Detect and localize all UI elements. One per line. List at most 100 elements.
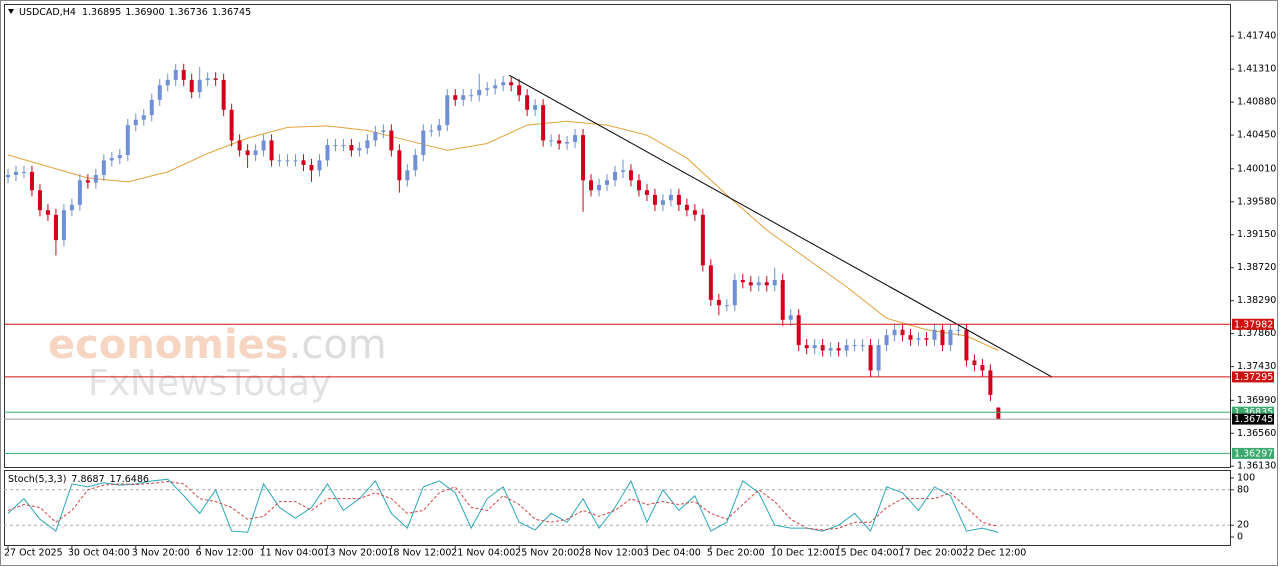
candle-body bbox=[844, 345, 849, 351]
candle-body bbox=[628, 170, 633, 181]
main-panel bbox=[4, 4, 1231, 468]
candle-body bbox=[301, 160, 306, 165]
candle-body bbox=[740, 279, 745, 283]
candle-body bbox=[157, 85, 162, 100]
stoch-signal-value: 17.6486 bbox=[110, 474, 149, 485]
candle-body bbox=[357, 148, 362, 151]
y-tick-label: 1.41310 bbox=[1237, 64, 1276, 75]
candle-body bbox=[389, 130, 394, 151]
candle-body bbox=[205, 78, 210, 80]
candle-body bbox=[549, 140, 554, 142]
symbol-title: USDCAD,H4 bbox=[19, 7, 76, 18]
candle-body bbox=[165, 79, 170, 86]
candle-body bbox=[716, 299, 721, 306]
watermark: FxNewsToday bbox=[88, 363, 331, 404]
y-tick-label: 1.36990 bbox=[1237, 395, 1276, 406]
x-tick-label: 5 Dec 20:00 bbox=[707, 548, 765, 559]
candle-body bbox=[181, 69, 186, 80]
candle-body bbox=[676, 194, 681, 205]
candle-body bbox=[117, 155, 122, 159]
candle-body bbox=[964, 329, 969, 361]
candle-body bbox=[525, 95, 530, 110]
candle-body bbox=[21, 171, 26, 173]
candle-body bbox=[541, 105, 546, 141]
candle-body bbox=[620, 170, 625, 172]
candle-body bbox=[916, 338, 921, 340]
candle-body bbox=[381, 130, 386, 133]
y-tick-label: 1.39150 bbox=[1237, 229, 1276, 240]
watermark-group: economies.com FxNewsToday bbox=[48, 322, 387, 404]
candle-body bbox=[333, 145, 338, 147]
watermark: economies bbox=[48, 322, 289, 368]
candle-body bbox=[772, 279, 777, 286]
candle-body bbox=[748, 282, 753, 286]
candle-body bbox=[956, 329, 961, 331]
candle-body bbox=[405, 170, 410, 181]
candle-body bbox=[589, 180, 594, 191]
y-tick-label: 100 bbox=[1237, 473, 1255, 484]
candle-body bbox=[501, 82, 506, 86]
candle-body bbox=[149, 99, 154, 116]
candle-body bbox=[892, 329, 897, 336]
level-tag bbox=[1232, 318, 1274, 330]
stoch-main-value: 7.8687 bbox=[71, 474, 104, 485]
candle-body bbox=[53, 214, 58, 241]
level-tag bbox=[1232, 447, 1274, 459]
current-price-tag bbox=[1232, 413, 1274, 425]
x-tick-label: 22 Dec 12:00 bbox=[962, 548, 1026, 559]
candle-body bbox=[940, 329, 945, 346]
stoch-header: Stoch(5,3,3) 7.8687 17.6486 bbox=[8, 474, 149, 485]
moving-average bbox=[7, 120, 999, 351]
candle-body bbox=[5, 174, 10, 178]
candle-body bbox=[413, 155, 418, 171]
x-tick-label: 10 Dec 12:00 bbox=[771, 548, 835, 559]
candle-body bbox=[724, 305, 729, 307]
candle-body bbox=[493, 85, 498, 89]
candle-body bbox=[708, 265, 713, 300]
candle-body bbox=[37, 190, 42, 211]
level-label: 1.36297 bbox=[1234, 448, 1273, 459]
candle-body bbox=[461, 95, 466, 100]
y-tick-label: 0 bbox=[1237, 531, 1243, 542]
stoch-line bbox=[7, 478, 999, 533]
candle-body bbox=[597, 184, 602, 191]
candle-body bbox=[13, 171, 18, 175]
candle-body bbox=[581, 135, 586, 181]
candle-body bbox=[836, 348, 841, 351]
candle-body bbox=[948, 329, 953, 346]
y-tick-label: 1.36560 bbox=[1237, 428, 1276, 439]
candle-body bbox=[85, 180, 90, 183]
level-tag bbox=[1232, 371, 1274, 383]
candle-body bbox=[700, 214, 705, 266]
candle-body bbox=[868, 345, 873, 371]
y-tick-label: 80 bbox=[1237, 484, 1249, 495]
y-tick-label: 1.40880 bbox=[1237, 97, 1276, 108]
x-tick-label: 21 Nov 04:00 bbox=[451, 548, 515, 559]
current-price-label: 1.36745 bbox=[1234, 414, 1273, 425]
candle-body bbox=[261, 140, 266, 151]
candle-body bbox=[780, 279, 785, 320]
x-tick-label: 15 Dec 04:00 bbox=[835, 548, 899, 559]
chart-header: USDCAD,H4 1.36895 1.36900 1.36736 1.36745 bbox=[19, 7, 251, 18]
level-label: 1.37982 bbox=[1234, 319, 1273, 330]
last-high: 1.36900 bbox=[125, 7, 164, 18]
candle-body bbox=[485, 88, 490, 90]
x-tick-label: 27 Oct 2025 bbox=[4, 548, 63, 559]
candle-body bbox=[293, 160, 298, 162]
candle-body bbox=[788, 315, 793, 320]
candle-body bbox=[684, 204, 689, 211]
candle-body bbox=[876, 345, 881, 371]
candle-body bbox=[908, 335, 913, 340]
watermark: .com bbox=[289, 322, 387, 368]
candle-body bbox=[429, 130, 434, 132]
candle-body bbox=[509, 82, 514, 86]
x-tick-label: 6 Nov 12:00 bbox=[196, 548, 254, 559]
plot-layer: 1.41740 1.41310 1.40880 1.40450 1.40010 1.395… bbox=[4, 31, 1276, 559]
candle-body bbox=[285, 160, 290, 162]
candle-body bbox=[828, 348, 833, 351]
level-label: 1.36835 bbox=[1234, 407, 1273, 418]
candle-body bbox=[996, 407, 1001, 420]
candle-body bbox=[213, 78, 218, 80]
